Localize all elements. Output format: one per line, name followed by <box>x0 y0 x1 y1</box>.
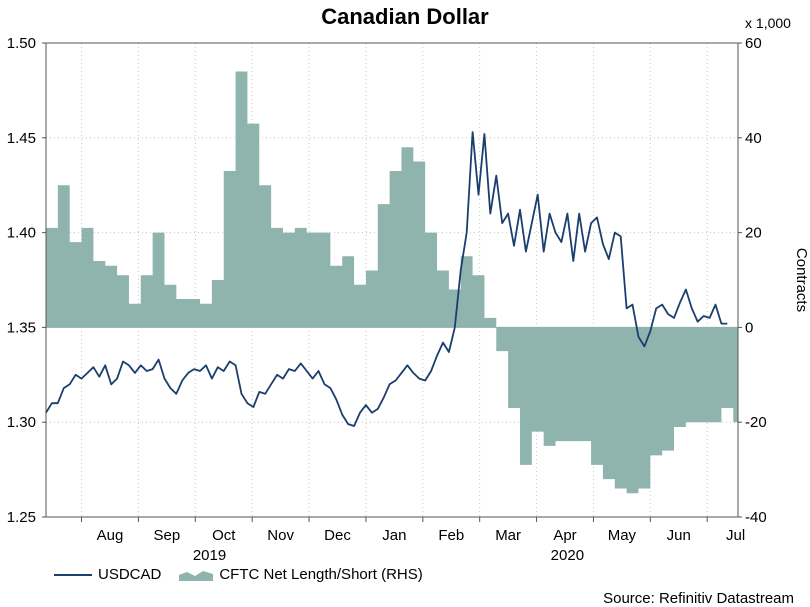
right-axis-unit: x 1,000 <box>745 15 791 31</box>
x-axis-ticks: Aug Sep Oct Nov Dec Jan Feb Mar Apr May Jun Jul 2019… <box>81 517 745 564</box>
year-label: 2019 <box>193 547 226 564</box>
month-label: Dec <box>324 527 351 544</box>
legend-item-usdcad: USDCAD <box>54 566 161 583</box>
month-label: Jul <box>726 527 745 544</box>
month-label: Oct <box>212 527 236 544</box>
right-tick-label: -20 <box>745 414 767 431</box>
chart-title: Canadian Dollar <box>321 4 489 29</box>
legend-swatch-area <box>179 570 214 581</box>
month-label: Jun <box>667 527 691 544</box>
right-axis-label: Contracts <box>793 248 810 312</box>
legend-swatch-line <box>54 573 92 576</box>
month-label: May <box>608 527 637 544</box>
right-tick-label: -40 <box>745 509 767 526</box>
legend: USDCAD CFTC Net Length/Short (RHS) <box>54 566 441 583</box>
month-label: Sep <box>154 527 181 544</box>
month-label: Apr <box>553 527 576 544</box>
left-tick-label: 1.30 <box>7 414 36 431</box>
year-label: 2020 <box>551 547 584 564</box>
left-axis-ticks: 1.50 1.45 1.40 1.35 1.30 1.25 <box>7 35 46 526</box>
left-tick-label: 1.50 <box>7 35 36 52</box>
month-label: Jan <box>382 527 406 544</box>
right-tick-label: 60 <box>745 35 762 52</box>
cftc-area-shape <box>46 71 738 494</box>
legend-item-cftc: CFTC Net Length/Short (RHS) <box>179 566 423 583</box>
left-tick-label: 1.35 <box>7 319 36 336</box>
month-label: Aug <box>97 527 124 544</box>
left-tick-label: 1.25 <box>7 509 36 526</box>
plot-frame <box>45 42 739 518</box>
month-label: Feb <box>438 527 464 544</box>
usdcad-line <box>45 131 728 427</box>
right-axis-ticks: 60 40 20 0 -20 -40 <box>738 35 767 526</box>
legend-label-cftc: CFTC Net Length/Short (RHS) <box>219 566 423 583</box>
left-tick-label: 1.45 <box>7 130 36 147</box>
source-note: Source: Refinitiv Datastream <box>603 590 794 607</box>
cftc-area-series <box>46 71 738 494</box>
right-tick-label: 20 <box>745 225 762 242</box>
usdcad-line-series <box>45 131 728 427</box>
right-tick-label: 0 <box>745 319 753 336</box>
left-tick-label: 1.40 <box>7 225 36 242</box>
right-tick-label: 40 <box>745 130 762 147</box>
legend-label-usdcad: USDCAD <box>98 566 162 583</box>
month-label: Nov <box>267 527 294 544</box>
month-label: Mar <box>495 527 521 544</box>
